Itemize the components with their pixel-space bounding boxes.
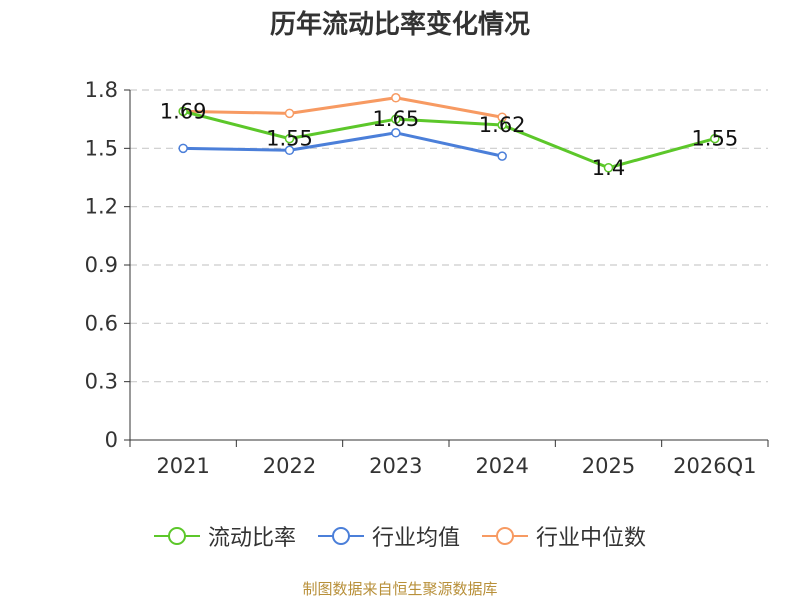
data-label: 1.55 [266, 127, 313, 151]
data-label: 1.55 [691, 127, 738, 151]
data-point [391, 93, 401, 103]
y-tick-label: 0.9 [85, 253, 118, 277]
x-tick-label: 2024 [475, 454, 528, 478]
legend-label-industry-median: 行业中位数 [536, 526, 647, 551]
y-tick-label: 0 [105, 428, 118, 452]
legend-swatch-industry-median [482, 527, 528, 545]
y-tick-label: 0.3 [85, 370, 118, 394]
data-point [178, 106, 188, 117]
data-point [178, 143, 188, 154]
x-tick-label: 2021 [156, 454, 209, 478]
data-point [710, 133, 720, 144]
legend-swatch-industry-mean [317, 527, 364, 545]
data-label: 1.69 [160, 99, 207, 123]
series-line-1 [183, 131, 503, 158]
gridlines [130, 89, 768, 383]
data-point [284, 108, 295, 119]
chart-title: 历年流动比率变化情况 [269, 10, 530, 40]
data-point [391, 114, 401, 124]
data-label: 1.65 [372, 107, 419, 131]
legend-label-current-ratio: 流动比率 [207, 526, 296, 551]
data-point [497, 151, 507, 161]
legend-swatch-current-ratio [153, 527, 200, 545]
axes: 0 0.3 0.6 0.9 1.2 1.5 1.8 2021 2022 2023 2024 2025 2… [85, 78, 769, 478]
data-point [391, 128, 401, 138]
y-tick-label: 1.8 [85, 78, 118, 102]
data-label: 1.62 [479, 113, 526, 137]
series-lines [178, 93, 720, 173]
legend-item-industry-mean[interactable]: 行业均值 [317, 520, 460, 552]
series-line-0 [182, 109, 716, 170]
x-tick-label: 2025 [582, 454, 635, 478]
data-point [284, 133, 295, 144]
legend-item-current-ratio[interactable]: 流动比率 [153, 520, 296, 552]
legend-item-industry-median[interactable]: 行业中位数 [482, 520, 646, 552]
series-line-2 [183, 96, 503, 119]
legend: 流动比率 行业均值 行业中位数 [0, 520, 800, 552]
x-tick-label: 2022 [263, 454, 316, 478]
legend-label-industry-mean: 行业均值 [371, 526, 460, 551]
data-labels: 1.69 1.55 1.65 1.62 1.4 1.55 [160, 99, 738, 179]
data-point [284, 145, 295, 156]
x-tick-label: 2026Q1 [673, 454, 756, 478]
y-tick-label: 1.5 [85, 136, 118, 160]
data-point [497, 120, 507, 130]
y-tick-label: 1.2 [85, 195, 118, 219]
data-point [603, 163, 614, 173]
x-tick-label: 2023 [369, 454, 422, 478]
source-note: 制图数据来自恒生聚源数据库 [302, 580, 498, 598]
data-label: 1.4 [592, 156, 625, 180]
y-tick-label: 0.6 [85, 311, 118, 335]
